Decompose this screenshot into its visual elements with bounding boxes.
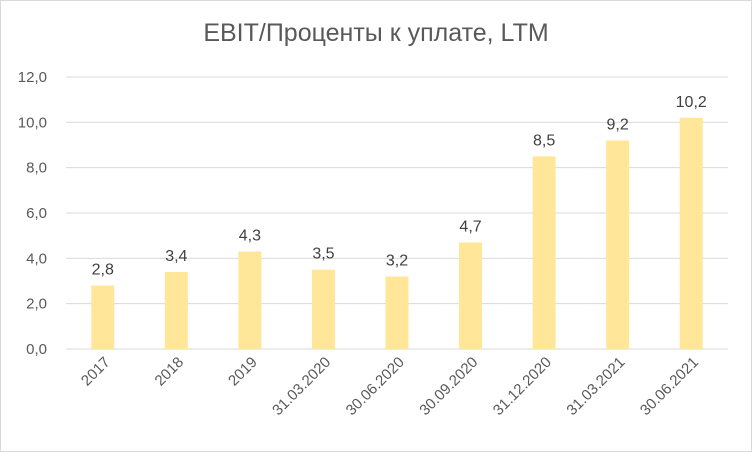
y-tick-label: 6,0: [26, 205, 47, 222]
bar: [459, 242, 483, 349]
bar: [164, 271, 188, 349]
data-label: 3,4: [165, 248, 187, 265]
bar: [606, 140, 630, 349]
x-tick-label: 30.09.2020: [416, 354, 481, 419]
data-label: 8,5: [533, 132, 555, 149]
y-tick-label: 0,0: [26, 341, 47, 358]
bar: [679, 117, 703, 349]
bar: [385, 276, 409, 349]
data-label: 2,8: [92, 262, 114, 279]
x-tick-label: 31.03.2020: [269, 354, 334, 419]
bar: [532, 156, 556, 349]
x-tick-label: 2017: [78, 354, 114, 390]
y-tick-label: 2,0: [26, 296, 47, 313]
x-tick-label: 31.12.2020: [490, 354, 555, 419]
chart-title: EBIT/Проценты к уплате, LTM: [203, 19, 549, 47]
data-label: 3,2: [386, 252, 408, 269]
x-tick-label: 30.06.2020: [343, 354, 408, 419]
y-tick-label: 4,0: [26, 250, 47, 267]
y-tick-label: 8,0: [26, 160, 47, 177]
data-label: 4,7: [459, 218, 481, 235]
x-tick-label: 2018: [152, 354, 188, 390]
bar: [91, 285, 115, 349]
x-tick-label: 30.06.2021: [637, 354, 702, 419]
x-tick-label: 2019: [225, 354, 261, 390]
data-label: 9,2: [607, 116, 629, 133]
data-label: 4,3: [239, 228, 261, 245]
y-tick-label: 10,0: [18, 114, 47, 131]
data-label: 3,5: [312, 246, 334, 263]
data-label: 10,2: [676, 94, 707, 111]
bar: [238, 251, 262, 349]
bar: [311, 269, 335, 349]
x-tick-label: 31.03.2021: [563, 354, 628, 419]
y-tick-label: 12,0: [18, 69, 47, 86]
